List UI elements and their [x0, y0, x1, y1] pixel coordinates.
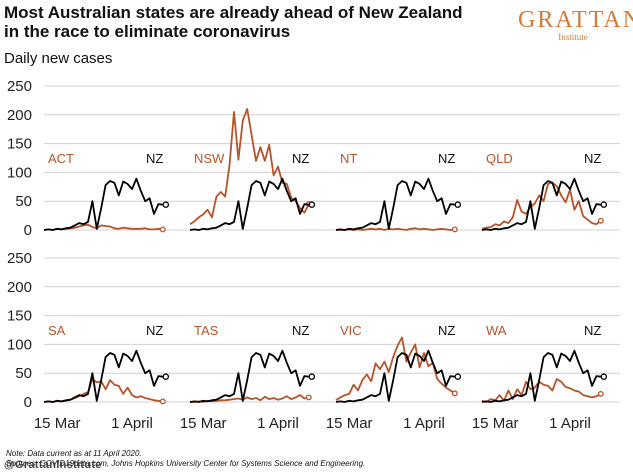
panel-label-state: NT — [340, 151, 357, 166]
nz-series-endpoint — [162, 373, 170, 380]
panel-label-nz: NZ — [292, 323, 309, 338]
x-tick-label: 1 April — [257, 415, 299, 432]
y-tick-label: 50 — [15, 193, 32, 210]
panel-label-state: VIC — [340, 323, 362, 338]
chart-title: Most Australian states are already ahead… — [4, 3, 463, 41]
y-tick-label: 250 — [7, 78, 32, 95]
state-series-endpoint — [597, 217, 604, 224]
nz-series-line — [481, 177, 601, 231]
x-tick-label: 1 April — [403, 415, 445, 432]
nz-series-endpoint — [600, 373, 608, 380]
chart-subtitle: Daily new cases — [4, 50, 113, 67]
nz-series-endpoint — [454, 201, 462, 208]
state-series-endpoint — [451, 226, 458, 233]
panel-label-nz: NZ — [146, 323, 163, 338]
watermark: @GrattanInstitute — [4, 459, 102, 471]
state-series-endpoint — [305, 394, 312, 401]
y-tick-label: 100 — [7, 336, 32, 353]
nz-series-line — [43, 177, 163, 231]
x-tick-label: 1 April — [111, 415, 153, 432]
y-tick-label: 200 — [7, 107, 32, 124]
nz-series-line — [335, 177, 455, 231]
nz-series-line — [189, 349, 309, 403]
nz-series-line — [335, 349, 455, 403]
state-series-endpoint — [597, 390, 604, 397]
panel-label-state: NSW — [194, 151, 225, 166]
state-series-endpoint — [159, 226, 166, 233]
panel-label-state: QLD — [486, 151, 513, 166]
x-tick-label: 15 Mar — [34, 415, 81, 432]
logo-subtext: Institute — [558, 32, 588, 42]
panel-label-nz: NZ — [292, 151, 309, 166]
chart-notes: Note: Data current as at 11 April 2020. … — [6, 449, 365, 469]
y-tick-label: 50 — [15, 365, 32, 382]
state-series-line — [335, 336, 456, 402]
panel-label-state: ACT — [48, 151, 74, 166]
state-series-line — [481, 378, 602, 403]
x-tick-label: 1 April — [549, 415, 591, 432]
logo-wordmark: GRATTAN — [518, 7, 633, 33]
y-tick-label: 150 — [7, 308, 32, 325]
state-series-line — [189, 108, 310, 225]
nz-series-endpoint — [600, 201, 608, 208]
state-series-line — [43, 378, 163, 403]
state-series-endpoint — [159, 398, 166, 405]
y-tick-label: 0 — [24, 394, 32, 411]
y-tick-label: 250 — [7, 250, 32, 267]
panel-label-nz: NZ — [438, 323, 455, 338]
x-tick-label: 15 Mar — [472, 415, 519, 432]
nz-series-endpoint — [308, 373, 316, 380]
nz-series-endpoint — [162, 201, 170, 208]
x-tick-label: 15 Mar — [326, 415, 373, 432]
y-tick-label: 100 — [7, 164, 32, 181]
nz-series-endpoint — [308, 201, 316, 208]
nz-series-endpoint — [454, 373, 462, 380]
nz-series-line — [481, 349, 601, 403]
y-tick-label: 150 — [7, 136, 32, 153]
y-tick-label: 0 — [24, 222, 32, 239]
x-tick-label: 15 Mar — [180, 415, 227, 432]
panel-label-nz: NZ — [146, 151, 163, 166]
panel-label-nz: NZ — [584, 323, 601, 338]
nz-series-line — [189, 177, 309, 231]
panel-label-nz: NZ — [584, 151, 601, 166]
panel-label-nz: NZ — [438, 151, 455, 166]
nz-series-line — [43, 349, 163, 403]
note-line: Note: Data current as at 11 April 2020. — [6, 449, 142, 458]
panel-label-state: SA — [48, 323, 66, 338]
state-series-endpoint — [451, 390, 458, 397]
panel-label-state: WA — [486, 323, 507, 338]
y-tick-label: 200 — [7, 279, 32, 296]
state-series-line — [481, 181, 602, 230]
panel-label-state: TAS — [194, 323, 219, 338]
grattan-logo: GRATTAN Institute — [518, 7, 633, 42]
source-line: Sources: COVID19data.com, Johns Hopkins … — [6, 459, 366, 468]
